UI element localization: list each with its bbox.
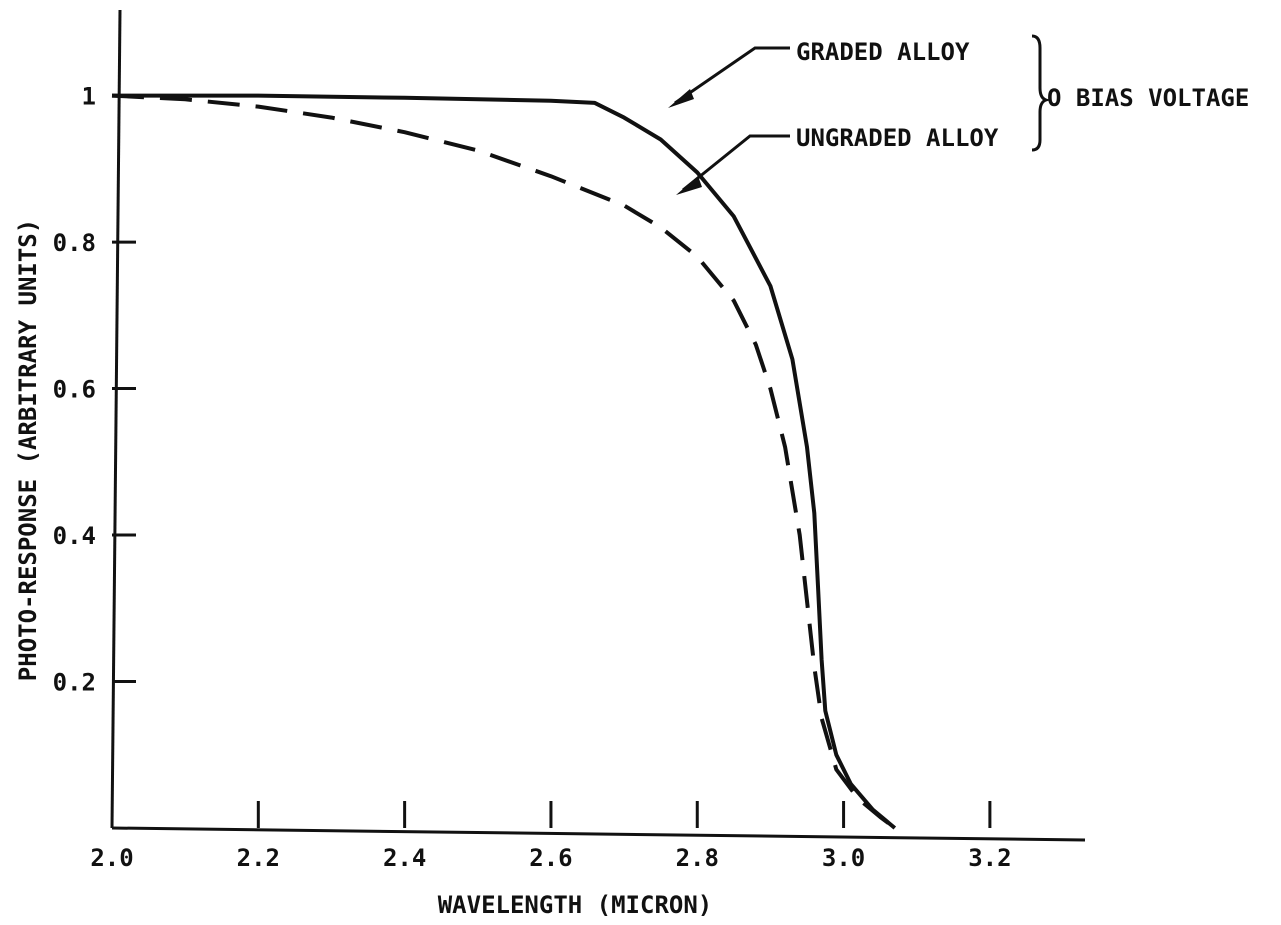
y-tick-label: 0.4 [53,522,96,550]
x-tick-label: 2.8 [676,844,719,872]
x-tick-label: 2.6 [529,844,572,872]
series-group [112,96,895,828]
x-axis-title: WAVELENGTH (MICRON) [438,891,713,919]
x-axis-line [112,828,1085,840]
y-tick-label: 0.8 [53,229,96,257]
series-line-graded-alloy [112,96,895,828]
arrowhead-ungraded [676,176,702,195]
arrowhead-graded [668,89,694,108]
legend: GRADED ALLOY UNGRADED ALLOY O BIAS VOLTA… [668,36,1249,195]
x-tick-label: 2.2 [237,844,280,872]
legend-ungraded-alloy: UNGRADED ALLOY [796,124,999,152]
legend-group-label: O BIAS VOLTAGE [1047,84,1249,112]
x-tick-label: 2.0 [90,844,133,872]
x-tick-label: 2.4 [383,844,426,872]
y-axis-title: PHOTO-RESPONSE (ARBITRARY UNITS) [14,219,42,681]
x-tick-label: 3.0 [822,844,865,872]
y-ticks-group: 0.2 0.4 0.6 0.8 1 [53,83,136,697]
legend-graded-alloy: GRADED ALLOY [796,38,970,66]
y-tick-label: 1 [82,83,96,111]
y-tick-label: 0.2 [53,669,96,697]
y-axis-line [112,10,120,828]
y-tick-label: 0.6 [53,376,96,404]
legend-brace [1032,36,1046,150]
x-tick-label: 3.2 [968,844,1011,872]
series-line-ungraded-alloy [112,96,895,828]
